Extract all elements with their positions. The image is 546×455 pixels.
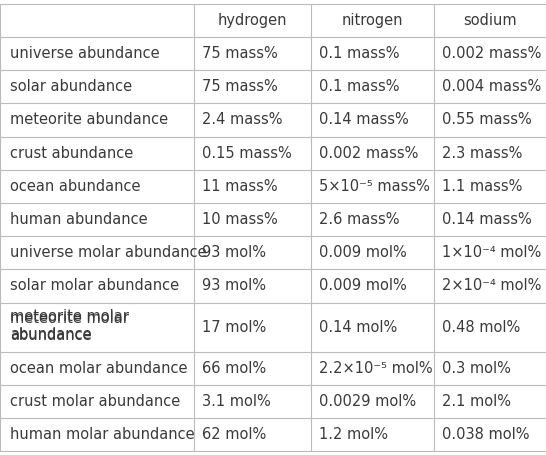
Text: 5×10⁻⁵ mass%: 5×10⁻⁵ mass% (319, 179, 430, 194)
Text: human molar abundance: human molar abundance (10, 427, 194, 442)
Text: 75 mass%: 75 mass% (202, 79, 277, 94)
Text: nitrogen: nitrogen (342, 13, 403, 28)
Text: 0.14 mol%: 0.14 mol% (319, 320, 397, 334)
Text: 0.55 mass%: 0.55 mass% (442, 112, 532, 127)
Text: 2.4 mass%: 2.4 mass% (202, 112, 282, 127)
Text: crust abundance: crust abundance (10, 146, 133, 161)
Text: solar abundance: solar abundance (10, 79, 132, 94)
Text: 0.009 mol%: 0.009 mol% (319, 245, 407, 260)
Text: 11 mass%: 11 mass% (202, 179, 277, 194)
Text: meteorite abundance: meteorite abundance (10, 112, 168, 127)
Text: sodium: sodium (463, 13, 517, 28)
Text: crust molar abundance: crust molar abundance (10, 394, 180, 409)
Text: 2.2×10⁻⁵ mol%: 2.2×10⁻⁵ mol% (319, 361, 433, 376)
Text: 0.002 mass%: 0.002 mass% (442, 46, 542, 61)
Text: 1.2 mol%: 1.2 mol% (319, 427, 388, 442)
Text: 93 mol%: 93 mol% (202, 245, 266, 260)
Text: human abundance: human abundance (10, 212, 147, 227)
Text: ocean abundance: ocean abundance (10, 179, 140, 194)
Text: 2.3 mass%: 2.3 mass% (442, 146, 523, 161)
Text: 1.1 mass%: 1.1 mass% (442, 179, 523, 194)
Text: 0.004 mass%: 0.004 mass% (442, 79, 541, 94)
Text: 0.009 mol%: 0.009 mol% (319, 278, 407, 293)
Text: 2.6 mass%: 2.6 mass% (319, 212, 400, 227)
Text: 17 mol%: 17 mol% (202, 320, 266, 334)
Text: solar molar abundance: solar molar abundance (10, 278, 179, 293)
Text: 0.3 mol%: 0.3 mol% (442, 361, 511, 376)
Text: 1×10⁻⁴ mol%: 1×10⁻⁴ mol% (442, 245, 541, 260)
Text: ocean molar abundance: ocean molar abundance (10, 361, 187, 376)
Text: 2.1 mol%: 2.1 mol% (442, 394, 511, 409)
Text: hydrogen: hydrogen (218, 13, 287, 28)
Text: 10 mass%: 10 mass% (202, 212, 277, 227)
Text: universe abundance: universe abundance (10, 46, 159, 61)
Text: meteorite molar
abundance: meteorite molar abundance (10, 311, 129, 344)
Text: meteorite molar: meteorite molar (10, 309, 129, 324)
Text: 0.48 mol%: 0.48 mol% (442, 320, 520, 334)
Text: 75 mass%: 75 mass% (202, 46, 277, 61)
Text: 0.002 mass%: 0.002 mass% (319, 146, 419, 161)
Text: 62 mol%: 62 mol% (202, 427, 266, 442)
Text: 2×10⁻⁴ mol%: 2×10⁻⁴ mol% (442, 278, 542, 293)
Text: 0.15 mass%: 0.15 mass% (202, 146, 292, 161)
Text: abundance: abundance (10, 327, 92, 342)
Text: 0.14 mass%: 0.14 mass% (319, 112, 409, 127)
Text: universe molar abundance: universe molar abundance (10, 245, 206, 260)
Text: 66 mol%: 66 mol% (202, 361, 266, 376)
Text: 3.1 mol%: 3.1 mol% (202, 394, 271, 409)
Text: 0.038 mol%: 0.038 mol% (442, 427, 530, 442)
Text: 0.0029 mol%: 0.0029 mol% (319, 394, 417, 409)
Text: 0.1 mass%: 0.1 mass% (319, 46, 400, 61)
Text: 0.1 mass%: 0.1 mass% (319, 79, 400, 94)
Text: 0.14 mass%: 0.14 mass% (442, 212, 532, 227)
Text: 93 mol%: 93 mol% (202, 278, 266, 293)
